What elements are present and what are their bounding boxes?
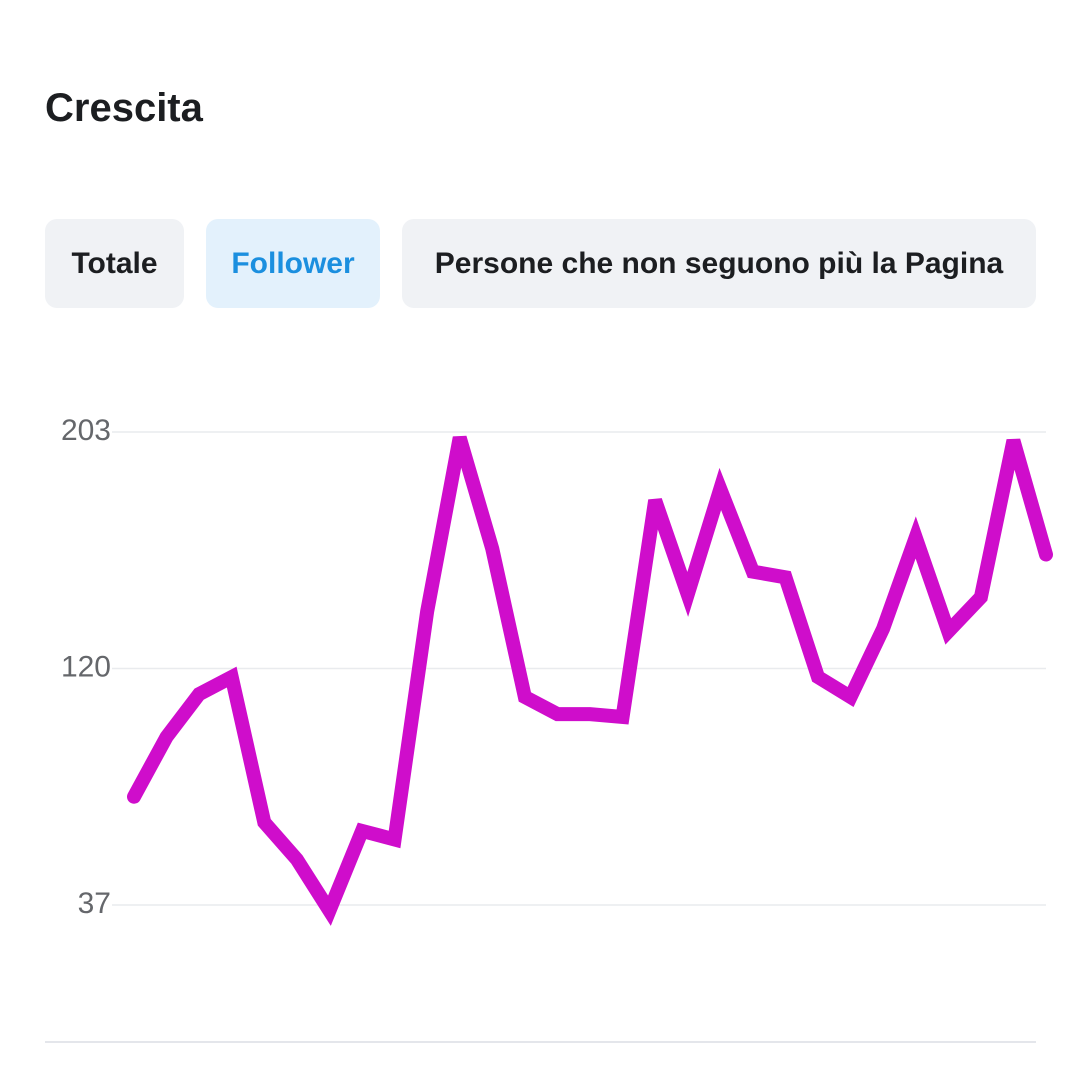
- y-tick-label: 37: [78, 887, 111, 920]
- y-tick-label: 203: [61, 414, 111, 447]
- tab[interactable]: Follower: [206, 219, 380, 308]
- y-tick-label: 120: [61, 650, 111, 683]
- section-title: Crescita: [45, 86, 203, 130]
- line: [127, 435, 1053, 926]
- tab[interactable]: Totale: [45, 219, 184, 308]
- tab[interactable]: Persone che non seguono più la Pagina: [402, 219, 1036, 308]
